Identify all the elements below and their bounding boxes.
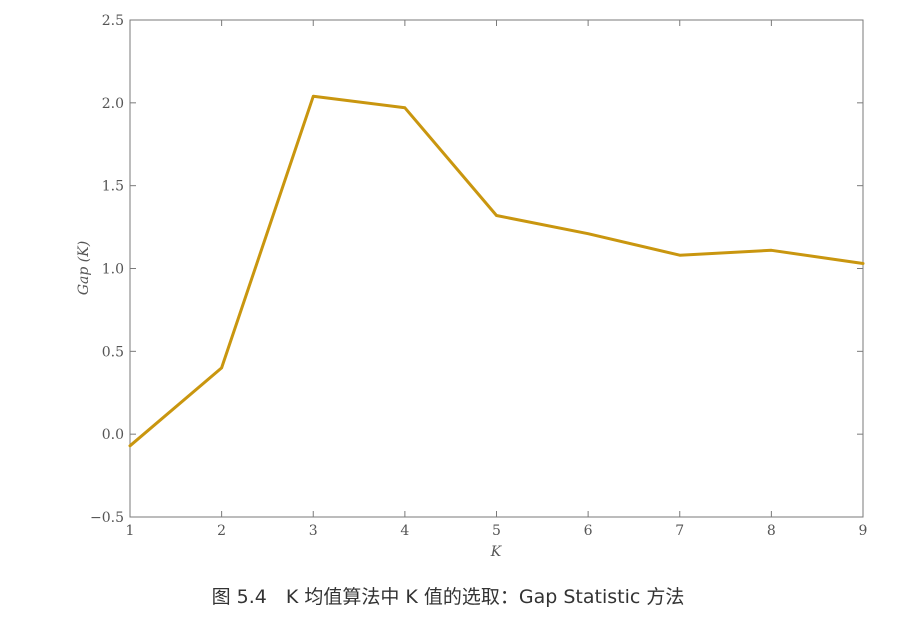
y-tick-label: 1.0 — [102, 262, 124, 278]
figure-caption: 图 5.4 K 均值算法中 K 值的选取：Gap Statistic 方法 — [212, 586, 685, 608]
plot-frame — [129, 19, 864, 518]
x-tick-label: 8 — [767, 523, 776, 539]
y-tick-label: 2.0 — [102, 96, 124, 112]
x-tick-label: 3 — [309, 523, 318, 539]
y-axis-label: Gap (K) — [76, 241, 92, 295]
data-point — [678, 254, 681, 257]
x-tick-label: 7 — [675, 523, 684, 539]
x-axis-label: K — [490, 544, 503, 560]
y-tick-label: −0.5 — [90, 510, 124, 526]
series-line — [128, 94, 865, 448]
x-tick-label: 9 — [859, 523, 868, 539]
data-point — [403, 106, 407, 110]
data-point — [770, 249, 773, 252]
data-point — [861, 262, 865, 265]
data-series — [128, 94, 865, 448]
y-axis-ticks: −0.5 0.0 0.5 1.0 1.5 2.0 2.5 — [90, 13, 863, 526]
data-point — [586, 232, 590, 235]
x-tick-label: 5 — [492, 523, 501, 539]
y-tick-label: 2.5 — [102, 13, 124, 29]
data-point — [495, 214, 498, 217]
x-tick-label: 1 — [126, 523, 135, 539]
data-point — [128, 444, 132, 447]
x-tick-label: 4 — [400, 523, 409, 539]
x-tick-label: 6 — [584, 523, 593, 539]
data-point — [312, 95, 315, 98]
x-tick-label: 2 — [217, 523, 226, 539]
y-tick-label: 1.5 — [102, 179, 124, 195]
y-tick-label: 0.5 — [102, 344, 124, 360]
x-axis-ticks: 1 2 3 4 5 6 7 8 9 — [126, 20, 868, 539]
data-point — [220, 366, 223, 370]
y-tick-label: 0.0 — [102, 427, 124, 443]
